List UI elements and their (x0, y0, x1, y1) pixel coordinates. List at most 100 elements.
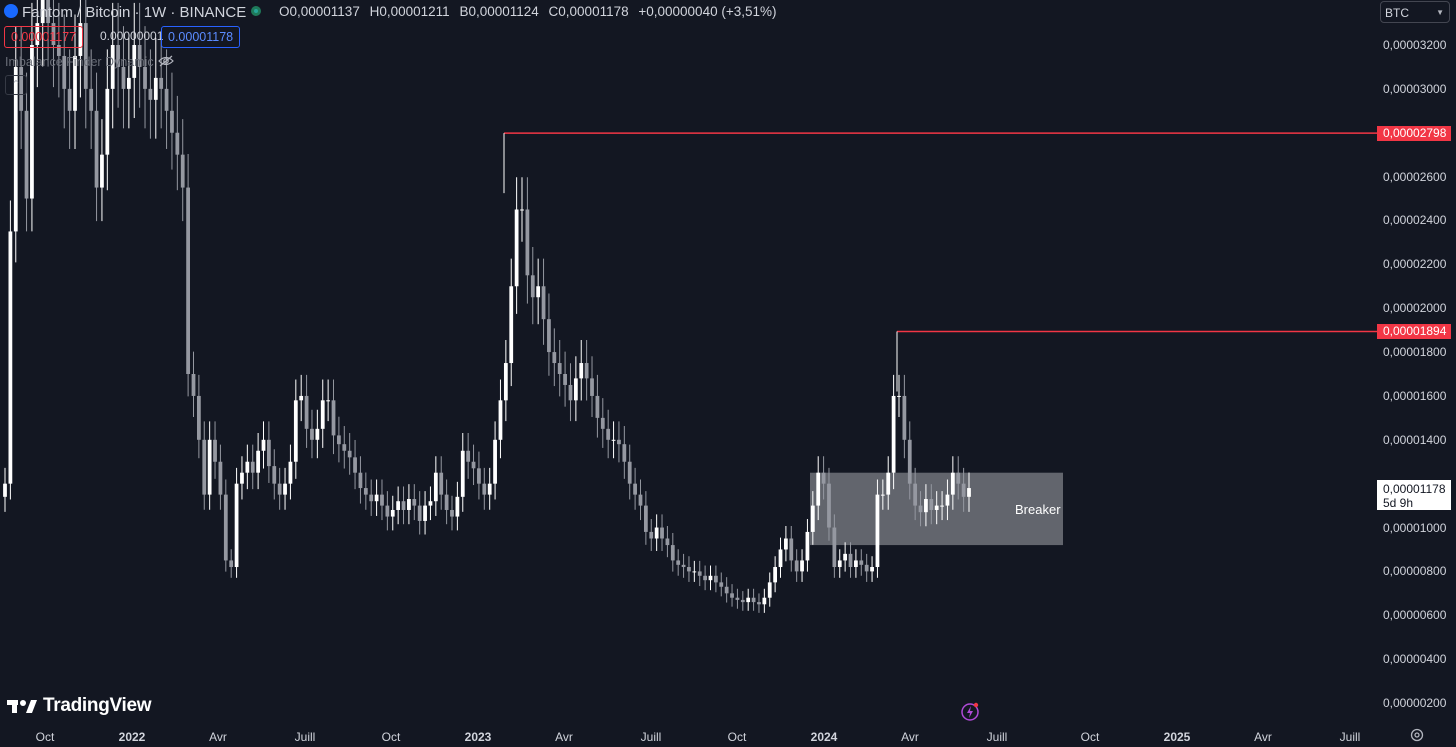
candle-body (762, 597, 767, 605)
lightning-icon[interactable] (960, 702, 980, 722)
symbol-title[interactable]: Fantom / Bitcoin · 1W · BINANCE (22, 4, 247, 21)
visibility-off-icon[interactable] (158, 55, 174, 67)
candle-body (697, 571, 702, 576)
price-axis-tick: 0,00003000 (1383, 81, 1447, 96)
candle-body (880, 494, 885, 496)
candle-body (3, 483, 7, 497)
candle-body (369, 494, 374, 502)
candle-body (412, 499, 417, 506)
candle-body (719, 582, 724, 587)
candle-body (837, 560, 842, 568)
candle-body (310, 428, 314, 440)
currency-selector[interactable]: BTC ▼ (1380, 1, 1450, 23)
candle-body (859, 560, 864, 565)
candle-body (396, 501, 401, 510)
time-axis-label: Juill (1339, 730, 1361, 744)
candle-body (552, 352, 557, 364)
candle-body (175, 132, 180, 155)
candle-body (229, 560, 234, 568)
candle-body (482, 483, 487, 495)
candle-body (272, 466, 277, 484)
candle-body (347, 450, 352, 458)
candle-body (202, 439, 207, 495)
ohlc-open: O0,00001137 (279, 4, 360, 19)
candle-body (256, 450, 261, 473)
candle-body (746, 597, 751, 603)
candle-body (283, 483, 287, 495)
candle-body (94, 110, 99, 188)
candle-body (536, 286, 541, 298)
candle-body (794, 560, 799, 572)
candle-body (740, 599, 745, 603)
candle-body (223, 494, 228, 561)
price-axis-tick: 0,00003200 (1383, 38, 1447, 52)
candle-body (557, 363, 562, 374)
currency-chevron-icon: ▼ (1436, 8, 1444, 17)
settings-icon[interactable] (1410, 728, 1424, 742)
candle-body (875, 494, 880, 568)
candle-body (342, 444, 347, 451)
candle-body (8, 231, 13, 484)
candle-body (143, 66, 147, 89)
candle-body (30, 45, 34, 199)
candle-body (687, 567, 691, 572)
spread-value: 0.00000001 (100, 29, 164, 43)
candle-body (326, 400, 331, 402)
candle-body (100, 154, 104, 188)
market-status-icon[interactable] (251, 6, 261, 16)
price-axis-tick: 0,00000800 (1383, 564, 1447, 579)
candle-body (207, 439, 212, 495)
candle-body (902, 395, 907, 440)
candle-body (450, 509, 454, 517)
candle-body (805, 531, 810, 561)
buy-button[interactable]: 0.00001178 (161, 26, 241, 48)
candle-body (320, 400, 325, 429)
time-axis-label: Juill (640, 730, 662, 744)
candle-body (358, 472, 363, 489)
time-axis-label: 2024 (810, 730, 838, 744)
indicator-name[interactable]: Imbalance Finder Dynamic (5, 55, 154, 69)
candle-body (153, 77, 158, 100)
candle-body (78, 23, 83, 56)
candle-body (180, 154, 185, 188)
candle-body (159, 77, 164, 89)
candle-body (13, 66, 18, 232)
candle-body (51, 23, 56, 45)
candle-body (649, 531, 654, 539)
candle-body (956, 472, 961, 484)
candle-body (213, 439, 217, 462)
price-axis-tick: 0,00001000 (1383, 520, 1447, 535)
candle-body (460, 450, 465, 497)
fantom-symbol-icon (4, 4, 18, 18)
candle-body (401, 501, 406, 510)
time-axis-label: Avr (1254, 730, 1272, 744)
tradingview-logo[interactable]: TradingView (7, 695, 152, 717)
candle-body (670, 545, 675, 561)
candle-body (363, 488, 368, 495)
candle-body (89, 88, 94, 111)
candle-body (713, 575, 718, 583)
candle-body (67, 88, 72, 111)
candle-body (331, 400, 336, 436)
candle-body (789, 538, 794, 561)
candle-body (164, 88, 169, 111)
sell-button[interactable]: 0.00001177 (4, 26, 84, 48)
candle-body (493, 439, 497, 484)
collapse-chevron-icon[interactable]: ⌃ (5, 75, 27, 95)
time-axis-label: Avr (209, 730, 227, 744)
price-axis-tick: 0,00001600 (1383, 388, 1447, 403)
price-axis-tick: 0,00000200 (1383, 696, 1447, 710)
ohlc-close: C0,00001178 (548, 4, 629, 19)
candle-body (380, 494, 384, 506)
candle-body (503, 363, 508, 401)
price-axis-tick: 0,00000600 (1383, 608, 1447, 623)
candle-body (827, 483, 831, 528)
candle-body (907, 439, 912, 484)
candle-body (864, 564, 869, 572)
candle-body (191, 374, 196, 396)
candle-body (832, 527, 837, 568)
candle-body (891, 395, 896, 473)
candle-body (568, 384, 573, 401)
ohlc-readout: O0,00001137 H0,00001211 B0,00001124 C0,0… (279, 4, 783, 19)
